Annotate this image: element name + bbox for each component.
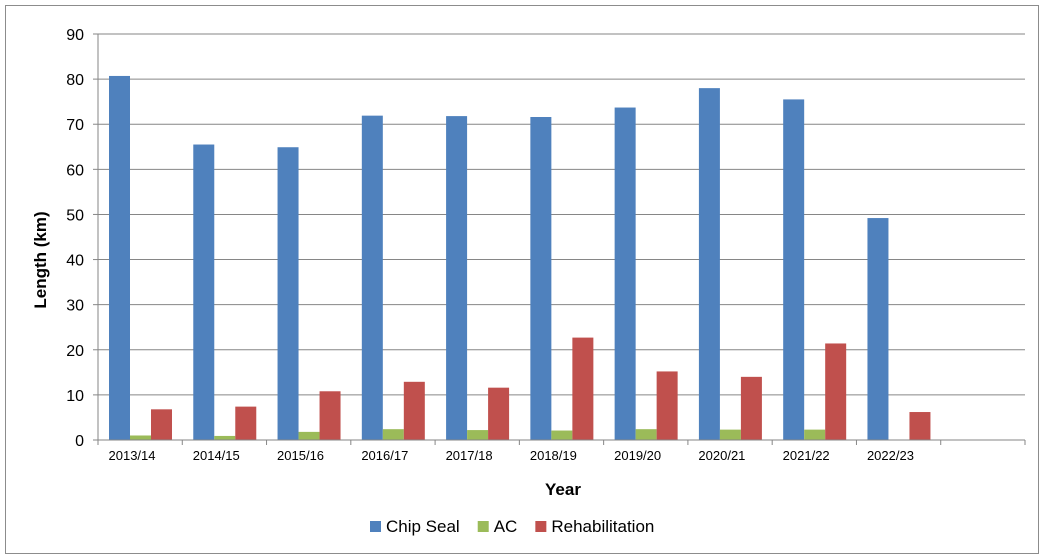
x-tick-label: 2015/16 <box>277 448 324 463</box>
bar-chip-seal <box>530 117 552 440</box>
legend-label: Chip Seal <box>386 517 460 536</box>
bar-rehabilitation <box>740 376 762 440</box>
x-tick-label: 2021/22 <box>783 448 830 463</box>
bar-rehabilitation <box>488 387 510 440</box>
bar-chip-seal <box>446 116 468 440</box>
bar-rehabilitation <box>403 381 425 440</box>
bar-ac <box>214 435 236 440</box>
bar-chip-seal <box>361 115 383 440</box>
x-tick-label: 2016/17 <box>361 448 408 463</box>
y-axis-title: Length (km) <box>31 211 50 308</box>
y-tick-label: 40 <box>66 253 84 270</box>
y-tick-label: 0 <box>75 433 84 450</box>
x-tick-label: 2013/14 <box>109 448 156 463</box>
y-tick-labels: 0 10 20 30 40 50 60 70 80 90 <box>66 27 84 450</box>
y-tick-label: 90 <box>66 27 84 44</box>
x-axis-title: Year <box>545 480 581 499</box>
legend-swatch <box>535 521 547 532</box>
bar-ac <box>551 430 573 440</box>
y-tick-label: 30 <box>66 298 84 315</box>
bar-rehabilitation <box>151 409 172 440</box>
bar-rehabilitation <box>909 412 931 440</box>
bar-ac <box>719 429 741 440</box>
bar-rehabilitation <box>825 343 847 440</box>
bar-rehabilitation <box>319 391 341 440</box>
x-tick-label: 2022/23 <box>867 448 914 463</box>
x-tick-labels: 2013/14 2014/15 2015/16 2016/17 2017/18 2018/… <box>109 448 914 463</box>
bar-chip-seal <box>783 99 805 441</box>
bar-ac <box>298 431 320 440</box>
y-tick-label: 50 <box>66 207 84 224</box>
bars <box>109 75 931 441</box>
chart-frame <box>5 5 1039 554</box>
bar-rehabilitation <box>656 371 678 440</box>
x-tick-label: 2014/15 <box>193 448 240 463</box>
bar-chip-seal <box>193 144 215 440</box>
bar-ac <box>467 430 489 440</box>
bar-rehabilitation <box>572 337 594 440</box>
y-tick-label: 70 <box>66 117 84 134</box>
x-tick-label: 2019/20 <box>614 448 661 463</box>
bar-chip-seal <box>867 218 889 440</box>
bar-ac <box>804 429 826 440</box>
legend-label: AC <box>494 517 518 536</box>
legend-swatch <box>477 521 489 532</box>
x-tick-label: 2020/21 <box>698 448 745 463</box>
bar-ac <box>635 429 657 440</box>
legend: Chip Seal AC Rehabilitation <box>370 517 654 536</box>
y-tick-label: 60 <box>66 162 84 179</box>
bar-ac <box>382 429 404 440</box>
x-tick-label: 2018/19 <box>530 448 577 463</box>
bar-chip-seal <box>614 107 636 440</box>
y-tick-label: 10 <box>66 388 84 405</box>
bar-chip-seal <box>277 147 299 440</box>
bar-chip-seal <box>109 75 130 440</box>
axes <box>93 33 1026 445</box>
bar-ac <box>130 435 151 440</box>
y-tick-label: 80 <box>66 72 84 89</box>
bar-rehabilitation <box>235 406 257 440</box>
bar-chip-seal <box>698 88 720 440</box>
y-tick-label: 20 <box>66 343 84 360</box>
x-tick-label: 2017/18 <box>446 448 493 463</box>
legend-swatch <box>370 521 381 532</box>
legend-label: Rehabilitation <box>551 517 654 536</box>
